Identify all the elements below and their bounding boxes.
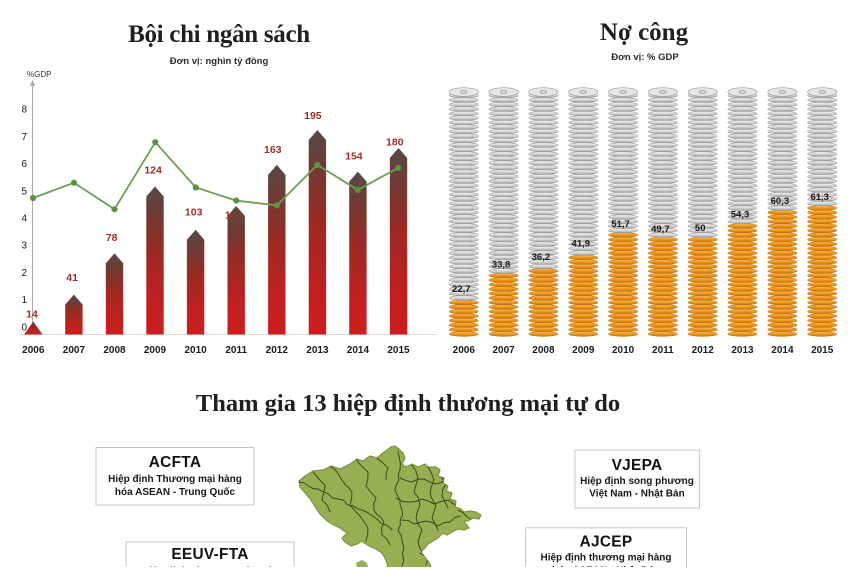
svg-text:41,9: 41,9	[572, 238, 591, 249]
svg-text:%GDP: %GDP	[27, 70, 51, 79]
svg-text:2011: 2011	[652, 345, 674, 356]
svg-text:8: 8	[21, 105, 27, 116]
svg-text:Bội chi ngân sách: Bội chi ngân sách	[128, 21, 310, 48]
svg-text:Hiệp định song phương: Hiệp định song phương	[580, 476, 694, 487]
svg-text:Tham gia 13 hiệp định thương m: Tham gia 13 hiệp định thương mại tự do	[196, 390, 620, 417]
svg-text:50: 50	[695, 223, 706, 234]
svg-text:2012: 2012	[692, 345, 715, 356]
svg-text:2014: 2014	[347, 345, 370, 356]
svg-text:2015: 2015	[387, 345, 410, 356]
svg-text:154: 154	[345, 151, 363, 163]
svg-text:2009: 2009	[144, 345, 167, 356]
svg-text:195: 195	[304, 110, 322, 122]
svg-text:2006: 2006	[453, 345, 476, 356]
svg-text:2014: 2014	[771, 345, 794, 356]
svg-text:Đơn vị: % GDP: Đơn vị: % GDP	[611, 52, 679, 63]
svg-text:2008: 2008	[103, 345, 126, 356]
svg-text:103: 103	[185, 207, 203, 219]
svg-text:2010: 2010	[184, 345, 207, 356]
svg-text:51,7: 51,7	[611, 219, 630, 230]
svg-text:Hiệp định thương mại hàng: Hiệp định thương mại hàng	[540, 553, 671, 564]
svg-text:3: 3	[21, 241, 27, 252]
svg-text:2013: 2013	[306, 345, 329, 356]
svg-text:6: 6	[21, 159, 27, 170]
svg-text:5: 5	[21, 186, 27, 197]
svg-text:7: 7	[21, 132, 27, 143]
svg-text:41: 41	[66, 272, 78, 284]
svg-text:122: 122	[225, 210, 243, 222]
svg-text:78: 78	[106, 232, 118, 244]
svg-text:2010: 2010	[612, 345, 635, 356]
svg-text:60,3: 60,3	[771, 196, 790, 207]
svg-text:2012: 2012	[266, 345, 289, 356]
svg-text:61,3: 61,3	[810, 192, 829, 203]
svg-text:ACFTA: ACFTA	[149, 454, 202, 471]
svg-text:163: 163	[264, 144, 282, 156]
svg-text:4: 4	[21, 214, 27, 225]
svg-text:36,2: 36,2	[532, 252, 551, 263]
svg-text:2006: 2006	[22, 345, 45, 356]
svg-text:2008: 2008	[532, 345, 555, 356]
svg-text:2: 2	[21, 268, 27, 279]
svg-text:49,7: 49,7	[651, 224, 670, 235]
svg-text:2015: 2015	[811, 345, 834, 356]
svg-text:180: 180	[386, 137, 404, 149]
svg-text:VJEPA: VJEPA	[612, 457, 663, 474]
svg-text:0: 0	[21, 322, 27, 333]
svg-text:Hiệp định Thương mại hàng: Hiệp định Thương mại hàng	[108, 474, 242, 485]
svg-text:124: 124	[144, 165, 162, 177]
svg-text:Nợ công: Nợ công	[600, 19, 689, 46]
svg-text:33,8: 33,8	[492, 260, 511, 271]
svg-text:EEUV-FTA: EEUV-FTA	[171, 546, 248, 563]
svg-text:2011: 2011	[225, 345, 247, 356]
svg-text:1: 1	[21, 295, 27, 306]
svg-text:hóa ASEAN - Trung Quốc: hóa ASEAN - Trung Quốc	[115, 486, 236, 498]
svg-text:Việt Nam - Nhật Bản: Việt Nam - Nhật Bản	[589, 489, 684, 500]
svg-text:AJCEP: AJCEP	[580, 534, 633, 551]
svg-text:2007: 2007	[63, 345, 86, 356]
svg-text:14: 14	[26, 309, 38, 321]
svg-text:2007: 2007	[492, 345, 515, 356]
svg-text:2013: 2013	[731, 345, 754, 356]
svg-text:Đơn vị: nghìn tỷ đồng: Đơn vị: nghìn tỷ đồng	[170, 56, 269, 67]
svg-text:2009: 2009	[572, 345, 595, 356]
svg-text:54,3: 54,3	[731, 209, 750, 220]
svg-text:22,7: 22,7	[452, 284, 471, 295]
